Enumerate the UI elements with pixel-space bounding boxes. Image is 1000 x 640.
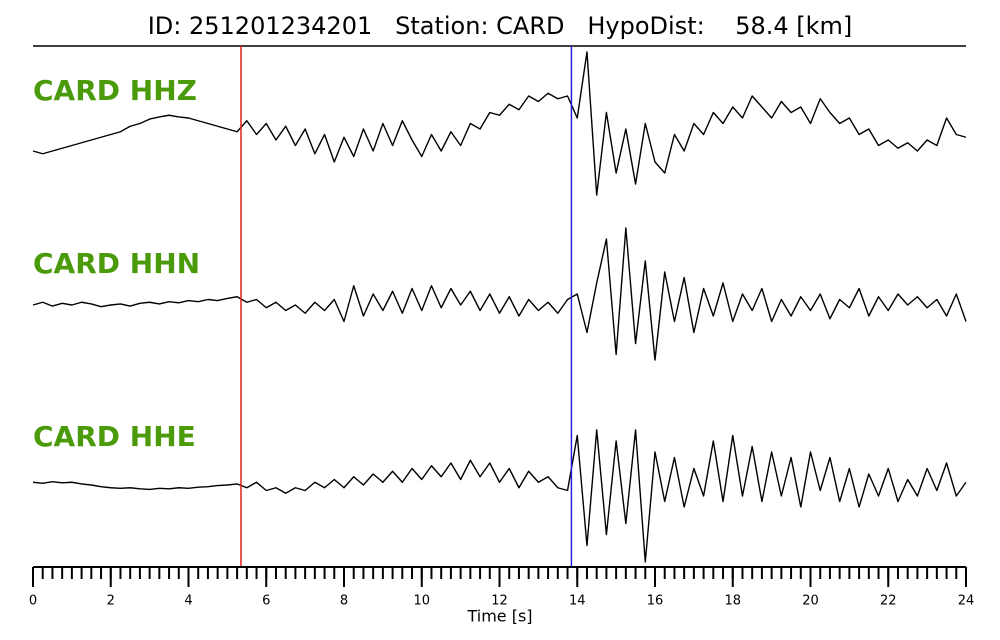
waveform [32, 51, 967, 196]
x-tick-label: 20 [802, 594, 819, 609]
trace-label: CARD HHN [33, 247, 200, 280]
x-tick-label: 18 [724, 594, 741, 609]
waveform [32, 227, 967, 361]
x-tick-label: 22 [880, 594, 897, 609]
x-tick-label: 4 [184, 594, 192, 609]
x-axis-label: Time [s] [466, 607, 532, 626]
trace-label: CARD HHZ [33, 74, 197, 107]
x-tick-label: 8 [340, 594, 348, 609]
x-tick-label: 0 [29, 594, 37, 609]
x-tick-label: 24 [958, 594, 975, 609]
x-tick-label: 2 [107, 594, 115, 609]
chart-title: ID: 251201234201 Station: CARD HypoDist:… [148, 12, 853, 40]
x-tick-label: 16 [647, 594, 664, 609]
x-tick-label: 14 [569, 594, 586, 609]
trace-label: CARD HHE [33, 420, 196, 453]
x-tick-label: 6 [262, 594, 270, 609]
x-tick-label: 10 [413, 594, 430, 609]
x-tick-label: 12 [491, 594, 508, 609]
waveform [32, 429, 967, 563]
